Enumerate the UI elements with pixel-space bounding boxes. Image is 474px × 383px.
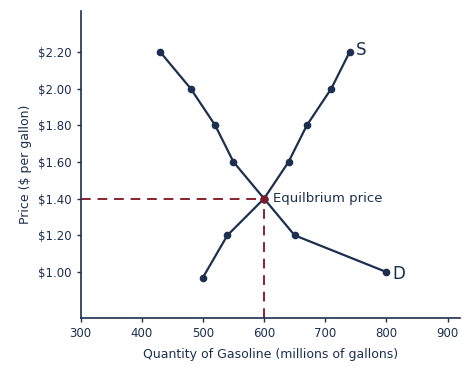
Point	[328, 85, 335, 92]
Point	[211, 122, 219, 128]
Point	[156, 49, 164, 55]
Point	[230, 159, 237, 165]
Point	[224, 232, 231, 238]
Point	[187, 85, 194, 92]
Y-axis label: Price ($ per gallon): Price ($ per gallon)	[19, 105, 32, 224]
Point	[260, 196, 268, 202]
Point	[303, 122, 310, 128]
Point	[260, 196, 268, 202]
Point	[260, 196, 268, 202]
Text: D: D	[392, 265, 405, 283]
Text: Equilbrium price: Equilbrium price	[273, 192, 383, 205]
Point	[346, 49, 354, 55]
Point	[285, 159, 292, 165]
Text: S: S	[356, 41, 366, 59]
Point	[383, 269, 390, 275]
Point	[199, 275, 207, 281]
X-axis label: Quantity of Gasoline (millions of gallons): Quantity of Gasoline (millions of gallon…	[143, 348, 398, 361]
Point	[291, 232, 299, 238]
